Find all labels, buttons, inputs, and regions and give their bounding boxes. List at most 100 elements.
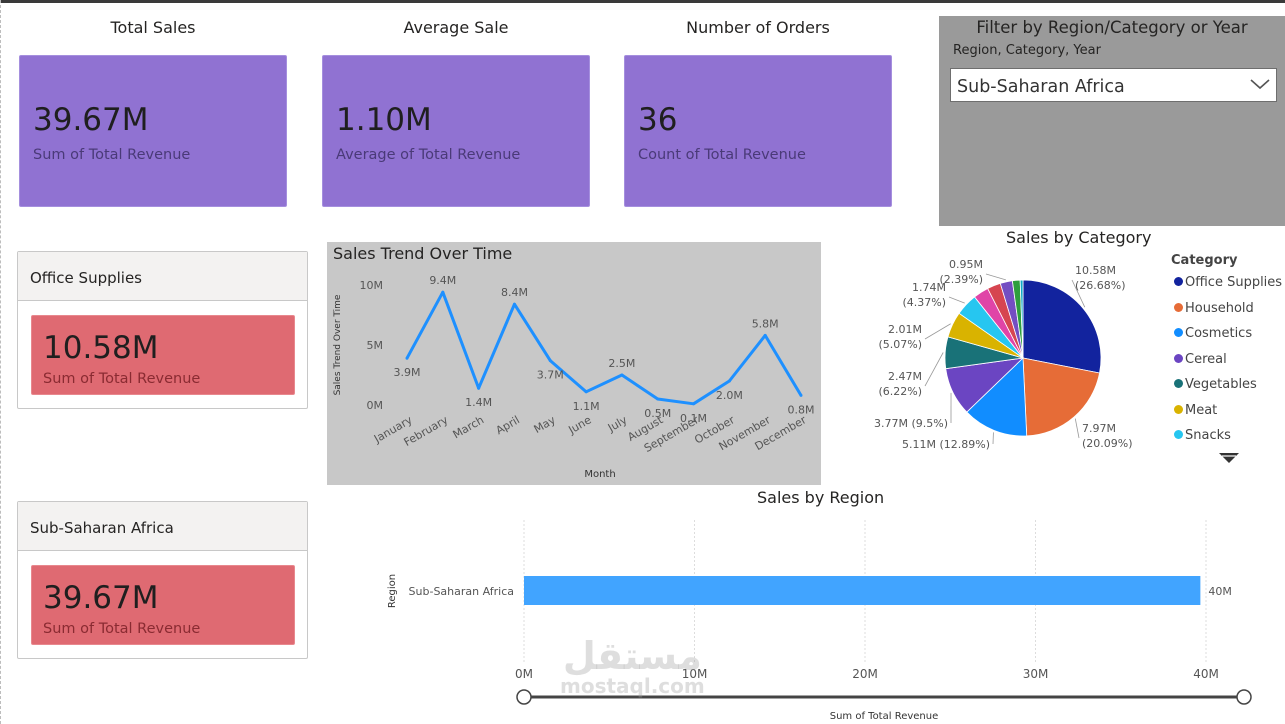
data-label: 1.1M <box>573 400 600 413</box>
card-value: 39.67M <box>43 580 159 616</box>
x-tick-label: 20M <box>852 667 878 681</box>
legend-swatch <box>1174 277 1183 286</box>
slice-percent-label: (2.39%) <box>939 273 983 286</box>
slice-value-label: 5.11M (12.89%) <box>902 438 990 451</box>
slice-value-label: 10.58M <box>1075 264 1116 277</box>
bar-data-label: 40M <box>1208 585 1232 598</box>
data-label: 0.5M <box>644 407 671 420</box>
kpi-title-number-of-orders: Number of Orders <box>686 18 830 37</box>
x-tick-label: 10M <box>682 667 708 681</box>
x-tick-label: March <box>451 413 487 441</box>
card-value-box[interactable]: 10.58M Sum of Total Revenue <box>31 315 295 395</box>
kpi-value: 36 <box>638 102 678 138</box>
legend-label: Cosmetics <box>1185 326 1253 341</box>
card-office-supplies: Office Supplies 10.58M Sum of Total Reve… <box>17 251 308 409</box>
kpi-title-average-sale: Average Sale <box>403 18 509 37</box>
kpi-value: 1.10M <box>336 102 432 138</box>
region-label: Sub-Saharan Africa <box>409 585 514 598</box>
legend-item[interactable]: Vegetables <box>1174 377 1257 392</box>
slice-value-label: 7.97M <box>1082 422 1116 435</box>
pie-slice <box>1019 279 1024 359</box>
x-axis-title: Sum of Total Revenue <box>830 711 939 722</box>
data-point <box>477 386 481 390</box>
legend-label: Meat <box>1185 402 1218 418</box>
data-label: 0.8M <box>788 403 815 416</box>
pie-slice <box>1022 357 1101 437</box>
kpi-caption: Count of Total Revenue <box>638 147 806 163</box>
watermark-arabic: مستقل <box>562 634 702 678</box>
bar-chart-title: Sales by Region <box>757 488 885 507</box>
slice-percent-label: (6.22%) <box>878 385 922 398</box>
y-tick-label: 5M <box>367 339 384 352</box>
legend-swatch <box>1174 328 1183 337</box>
legend-label: Snacks <box>1185 428 1231 443</box>
y-tick-label: 0M <box>367 399 384 412</box>
data-point <box>405 356 409 360</box>
leader-line <box>924 352 944 387</box>
slice-value-label: 1.74M <box>912 281 946 294</box>
watermark-latin: mostaql.com <box>560 674 705 698</box>
data-label: 1.4M <box>465 396 492 409</box>
kpi-card-total-sales[interactable]: 39.67M Sum of Total Revenue <box>19 55 287 207</box>
legend-item[interactable]: Office Supplies <box>1174 275 1282 290</box>
kpi-card-number-of-orders[interactable]: 36 Count of Total Revenue <box>624 55 892 207</box>
pie-slice <box>966 357 1028 437</box>
data-point <box>620 373 624 377</box>
legend-item[interactable]: Cosmetics <box>1174 326 1252 341</box>
card-header: Sub-Saharan Africa <box>18 502 307 551</box>
filter-subtitle: Region, Category, Year <box>953 43 1101 58</box>
legend-item[interactable]: Meat <box>1174 403 1217 418</box>
triangle-down-icon[interactable] <box>1218 452 1240 464</box>
sales-by-region-bar[interactable]: 0M 10M 20M 30M 40M Region Sub-Saharan Africa 40… <box>380 510 1280 724</box>
leader-line <box>924 323 951 340</box>
data-label: 9.4M <box>429 274 456 287</box>
data-label: 0.1M <box>680 412 707 425</box>
slice-value-label: 2.01M <box>888 323 922 336</box>
card-header: Office Supplies <box>18 252 307 301</box>
data-point <box>692 402 696 406</box>
legend-swatch <box>1174 430 1183 439</box>
legend-swatch <box>1174 302 1183 312</box>
legend-title: Category <box>1171 253 1238 268</box>
trend-chart-title: Sales Trend Over Time <box>333 244 513 263</box>
slice-value-label: 2.47M <box>888 370 922 383</box>
region-bar <box>524 576 1201 605</box>
pie-slice <box>1022 279 1102 374</box>
sales-trend-chart: Sales Trend Over Time 0M 5M 10M 3.9M 9.4M 1.4M… <box>333 274 815 480</box>
range-slider-handle <box>1236 689 1252 705</box>
x-tick-label: 30M <box>1023 667 1049 681</box>
kpi-caption: Average of Total Revenue <box>336 147 521 163</box>
pie-chart-title: Sales by Category <box>1006 228 1152 247</box>
card-value-box[interactable]: 39.67M Sum of Total Revenue <box>31 565 295 645</box>
chevron-down-icon[interactable] <box>1250 77 1270 91</box>
leader-line <box>985 273 1006 281</box>
data-label: 3.9M <box>394 366 421 379</box>
kpi-card-average-sale[interactable]: 1.10M Average of Total Revenue <box>322 55 590 207</box>
y-axis-title: Region <box>387 574 398 608</box>
filter-dropdown[interactable]: Sub-Saharan Africa <box>950 68 1277 102</box>
data-point <box>584 390 588 394</box>
watermark: مستقل mostaql.com <box>560 636 705 696</box>
card-sub-saharan-africa: Sub-Saharan Africa 39.67M Sum of Total R… <box>17 501 308 659</box>
sales-trend-line <box>405 290 803 406</box>
data-point <box>763 333 767 337</box>
window-top-border <box>0 0 1285 3</box>
card-header-label: Sub-Saharan Africa <box>30 519 174 537</box>
data-label: 5.8M <box>752 317 779 330</box>
legend-item[interactable]: Snacks <box>1174 428 1231 443</box>
sales-by-category-pie[interactable]: 10.58M (26.68%) 7.97M (20.09%) 5.11M (12.89%… <box>860 248 1170 458</box>
filter-slicer: Filter by Region/Category or Year Region… <box>939 16 1285 226</box>
data-point <box>548 359 552 363</box>
filter-title: Filter by Region/Category or Year <box>976 18 1248 37</box>
leader-line <box>948 296 965 304</box>
legend-swatch <box>1174 404 1183 414</box>
legend-item[interactable]: Household <box>1174 301 1254 316</box>
data-point <box>512 302 516 306</box>
legend-item[interactable]: Cereal <box>1174 352 1227 367</box>
sales-trend-visual[interactable]: Sales Trend Over Time Sales Trend Over T… <box>327 242 821 485</box>
y-axis-title: Sales Trend Over Time <box>333 294 343 395</box>
x-tick-label: 40M <box>1193 667 1219 681</box>
card-header-label: Office Supplies <box>30 269 143 287</box>
legend-label: Household <box>1185 300 1254 316</box>
legend-swatch <box>1174 379 1183 388</box>
